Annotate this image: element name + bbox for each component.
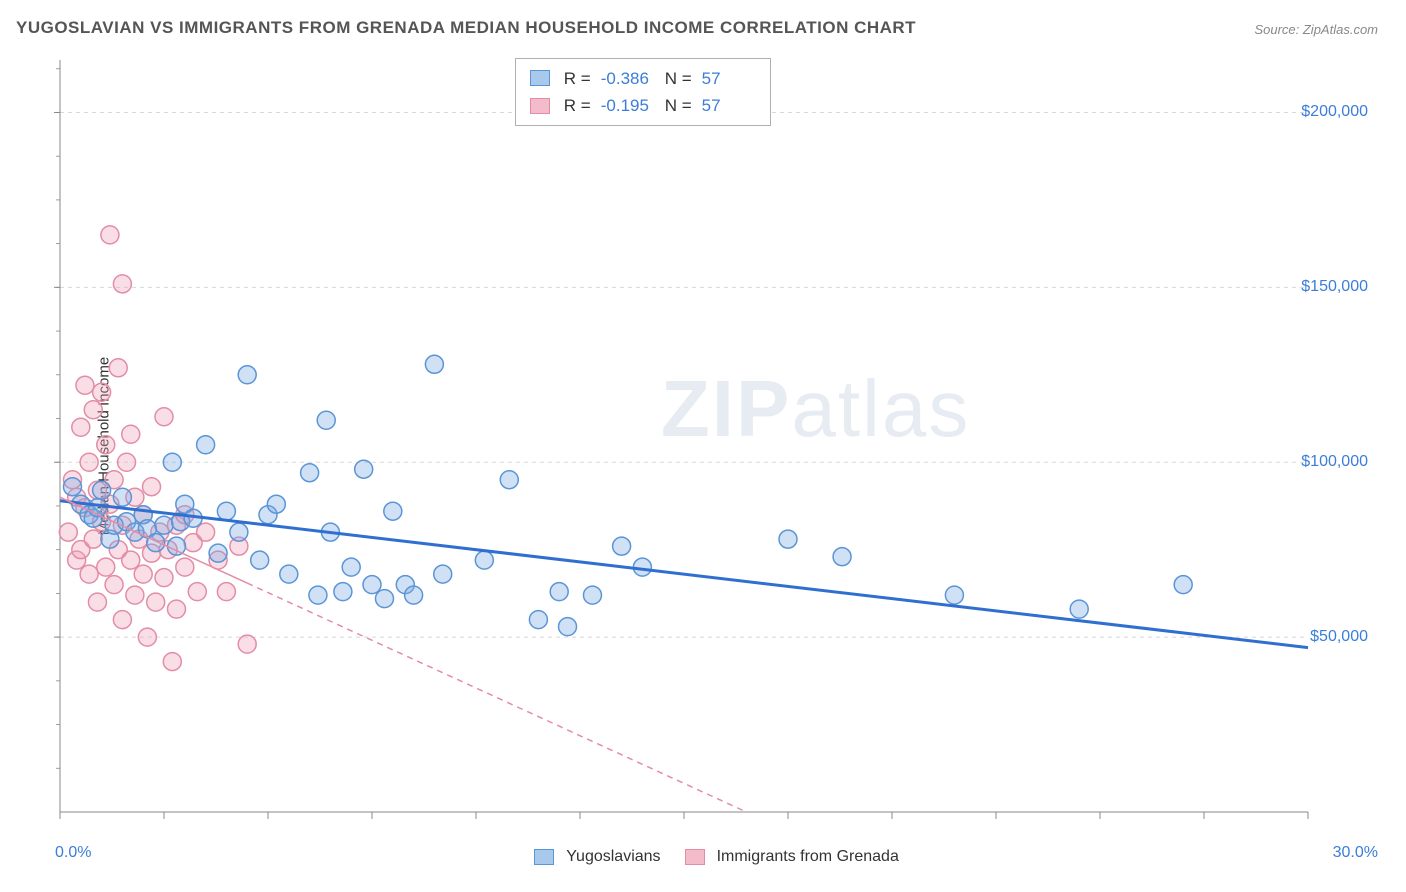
stats-legend-row: R = -0.386 N = 57 — [530, 65, 756, 92]
stats-legend-row: R = -0.195 N = 57 — [530, 92, 756, 119]
stat-r-value: -0.195 — [601, 92, 655, 119]
x-axis-min-label: 0.0% — [55, 844, 91, 862]
source-label: Source: ZipAtlas.com — [1254, 22, 1378, 37]
legend-label: Immigrants from Grenada — [717, 848, 899, 866]
y-tick-label: $150,000 — [1301, 278, 1368, 296]
series-legend: Yugoslavians Immigrants from Grenada — [534, 848, 899, 866]
stats-legend-box: R = -0.386 N = 57 R = -0.195 N = 57 — [515, 58, 771, 126]
chart-title: YUGOSLAVIAN VS IMMIGRANTS FROM GRENADA M… — [16, 18, 916, 38]
plot-area: ZIPatlas R =-0.386N =57R =-0.195N =57 — [50, 50, 1378, 832]
stat-n-value: 57 — [702, 92, 756, 119]
legend-item-grenada: Immigrants from Grenada — [685, 848, 899, 866]
legend-swatch-icon — [530, 70, 550, 86]
stat-r-label: R = — [564, 65, 591, 92]
y-tick-label: $50,000 — [1310, 628, 1368, 646]
x-axis-max-label: 30.0% — [1333, 844, 1378, 862]
stat-r-label: R = — [564, 92, 591, 119]
legend-item-yugoslavians: Yugoslavians — [534, 848, 660, 866]
stat-n-label: N = — [665, 65, 692, 92]
legend-swatch-icon — [685, 849, 705, 865]
scatter-plot-svg — [50, 50, 1378, 832]
stat-r-value: -0.386 — [601, 65, 655, 92]
stat-n-value: 57 — [702, 65, 756, 92]
legend-swatch-icon — [530, 98, 550, 114]
legend-swatch-icon — [534, 849, 554, 865]
stat-n-label: N = — [665, 92, 692, 119]
chart-container: YUGOSLAVIAN VS IMMIGRANTS FROM GRENADA M… — [0, 0, 1406, 892]
y-tick-label: $100,000 — [1301, 453, 1368, 471]
y-tick-label: $200,000 — [1301, 103, 1368, 121]
legend-label: Yugoslavians — [566, 848, 660, 866]
